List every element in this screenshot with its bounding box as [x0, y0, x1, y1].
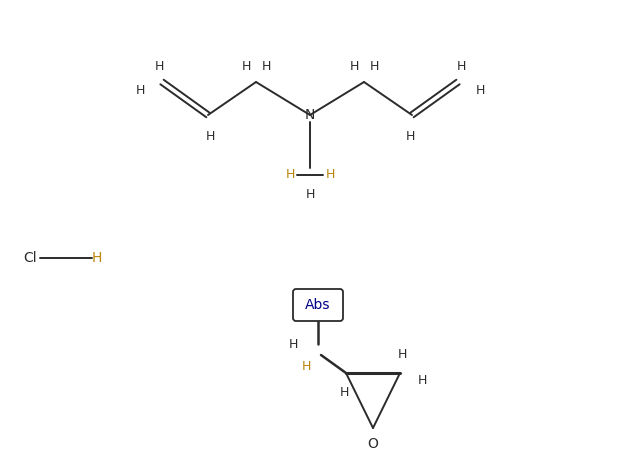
Text: H: H [349, 60, 358, 74]
Text: O: O [368, 437, 378, 451]
Text: H: H [305, 188, 314, 200]
Text: H: H [136, 84, 145, 96]
Text: H: H [154, 59, 163, 73]
Text: H: H [339, 387, 348, 399]
FancyBboxPatch shape [293, 289, 343, 321]
Text: H: H [370, 60, 379, 74]
Text: H: H [288, 339, 298, 352]
Text: H: H [405, 131, 415, 143]
Text: H: H [92, 251, 102, 265]
Text: H: H [397, 349, 407, 361]
Text: H: H [475, 84, 485, 96]
Text: H: H [285, 169, 295, 181]
Text: H: H [456, 59, 465, 73]
Text: H: H [206, 131, 215, 143]
Text: H: H [261, 60, 271, 74]
Text: N: N [305, 108, 315, 122]
Text: H: H [301, 361, 311, 373]
Text: Cl: Cl [23, 251, 37, 265]
Text: H: H [241, 60, 251, 74]
Text: Abs: Abs [305, 298, 331, 312]
Text: H: H [326, 169, 335, 181]
Text: H: H [417, 374, 426, 388]
